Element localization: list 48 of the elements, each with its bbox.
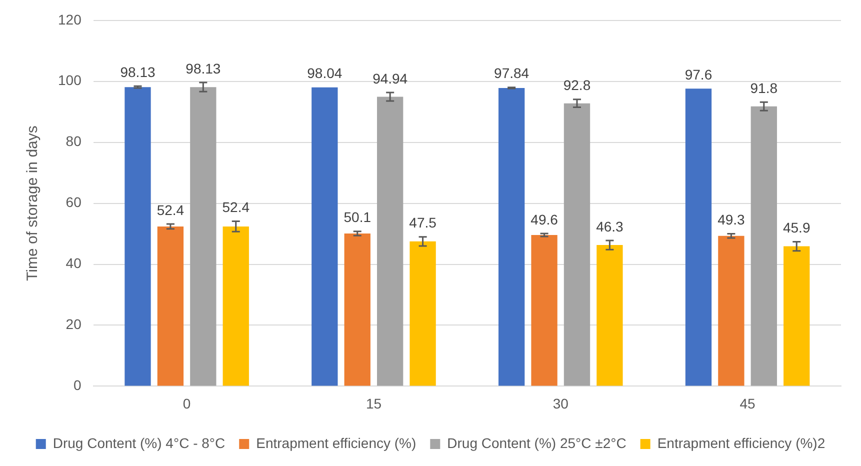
bar	[564, 103, 590, 386]
data-label: 49.6	[530, 211, 558, 228]
bar	[157, 226, 184, 386]
y-tick-label: 20	[66, 316, 82, 332]
bar	[531, 235, 558, 386]
data-label: 52.4	[222, 199, 250, 216]
x-tick-label: 30	[552, 395, 569, 412]
bar	[124, 87, 151, 386]
data-label: 98.04	[307, 65, 342, 82]
bar	[190, 87, 216, 386]
bar	[784, 246, 810, 386]
data-label: 46.3	[596, 218, 624, 234]
bar	[344, 233, 370, 386]
data-label: 91.8	[750, 80, 778, 96]
data-label: 97.6	[684, 66, 712, 83]
x-tick-label: 15	[366, 395, 382, 412]
bar	[410, 241, 436, 386]
bar	[750, 106, 777, 386]
bar	[685, 88, 712, 386]
data-label: 49.3	[718, 212, 746, 228]
bar	[312, 87, 338, 386]
data-label: 97.84	[494, 65, 530, 82]
data-label: 92.8	[563, 77, 591, 94]
data-label: 47.5	[409, 214, 437, 231]
y-tick-label: 120	[58, 11, 82, 28]
y-tick-label: 0	[74, 377, 82, 394]
bar	[718, 236, 744, 386]
y-tick-label: 80	[66, 133, 82, 150]
data-label: 94.94	[372, 70, 408, 86]
data-label: 45.9	[782, 220, 810, 236]
legend-label: Entrapment efficiency (%)	[256, 434, 416, 451]
bar	[376, 96, 404, 386]
x-tick-label: 45	[740, 395, 756, 412]
data-label: 98.13	[186, 60, 221, 76]
bar	[222, 226, 249, 386]
data-label: 98.13	[120, 64, 156, 80]
y-tick-label: 60	[66, 194, 82, 210]
data-label: 50.1	[344, 209, 372, 226]
y-tick-label: 100	[58, 72, 82, 88]
bar	[596, 245, 623, 386]
bar	[498, 88, 525, 386]
legend-label: Drug Content (%) 4°C - 8°C	[52, 434, 226, 451]
x-tick-label: 0	[182, 395, 191, 412]
legend-label: Entrapment efficiency (%)2	[657, 434, 826, 451]
data-label: 52.4	[156, 202, 184, 218]
legend-label: Drug Content (%) 25°C ±2°C	[447, 434, 626, 451]
y-tick-label: 40	[66, 255, 82, 272]
y-axis-title: Time of storage in days	[24, 126, 42, 281]
